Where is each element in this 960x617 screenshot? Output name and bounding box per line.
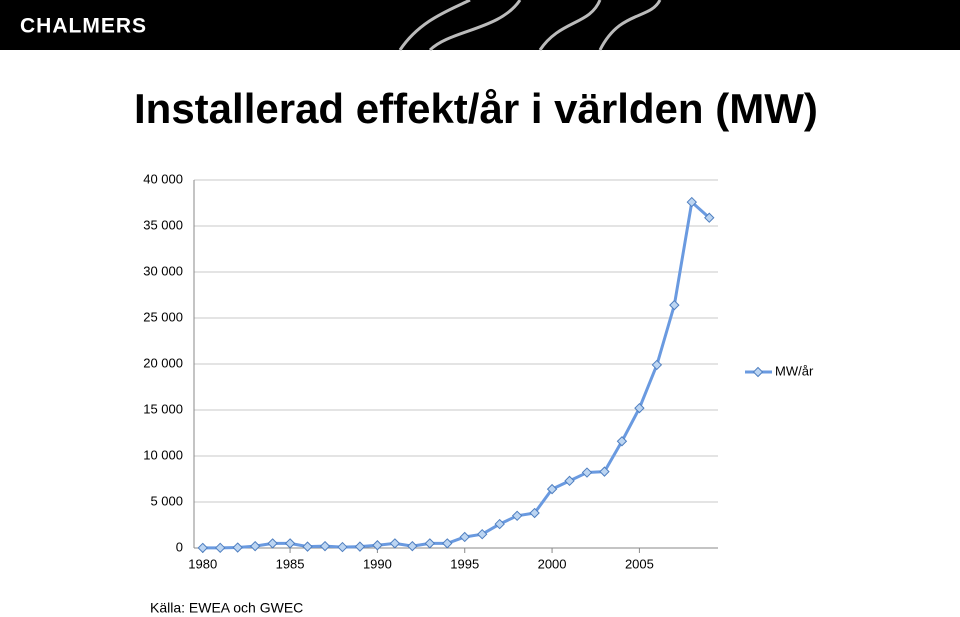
data-point [669,299,680,311]
data-point [389,538,401,549]
data-point [599,466,610,477]
data-point [442,538,453,549]
y-tick-label: 15 000 [143,401,183,416]
data-point [459,531,470,543]
data-point [284,538,296,549]
data-point [337,541,348,553]
series-line [202,200,711,550]
data-point [581,467,593,478]
data-point [267,538,278,549]
data-point [424,538,436,549]
data-point [302,541,313,552]
x-tick-label: 1985 [276,556,305,571]
data-point [214,542,226,554]
y-tick-label: 40 000 [143,171,183,186]
y-tick-label: 30 000 [143,263,183,278]
x-tick-label: 2005 [625,556,654,571]
data-point [546,483,558,495]
brand: CHALMERS [20,15,147,38]
data-point [407,540,418,552]
legend-marker [752,366,764,378]
y-tick-label: 35 000 [143,217,183,232]
x-tick-label: 1980 [188,556,217,571]
header-ornament [398,0,662,52]
data-point [511,510,523,522]
y-tick-label: 25 000 [143,309,183,324]
data-point [616,436,628,447]
data-point [476,528,488,540]
data-point [651,359,663,371]
y-tick-label: 5 000 [150,493,183,508]
data-point [319,540,331,552]
data-point [372,540,383,551]
x-tick-label: 1990 [363,556,392,571]
header-bar [0,0,960,50]
data-point [494,518,505,530]
legend-label: MW/år [775,363,814,378]
data-point [249,540,261,552]
source: Källa: EWEA och GWEC [150,600,303,616]
x-tick-label: 1995 [450,556,479,571]
x-tick-label: 2000 [538,556,567,571]
y-tick-label: 10 000 [143,447,183,462]
y-tick-label: 0 [176,539,183,554]
data-point [197,542,208,554]
data-point [232,542,243,553]
chart-title: Installerad effekt/år i världen (MW) [134,85,818,132]
y-tick-label: 20 000 [143,355,183,370]
data-point [634,402,645,414]
data-point [354,541,366,552]
data-point [704,212,715,223]
data-point [686,196,698,208]
data-point [564,475,575,487]
data-point [529,507,540,519]
